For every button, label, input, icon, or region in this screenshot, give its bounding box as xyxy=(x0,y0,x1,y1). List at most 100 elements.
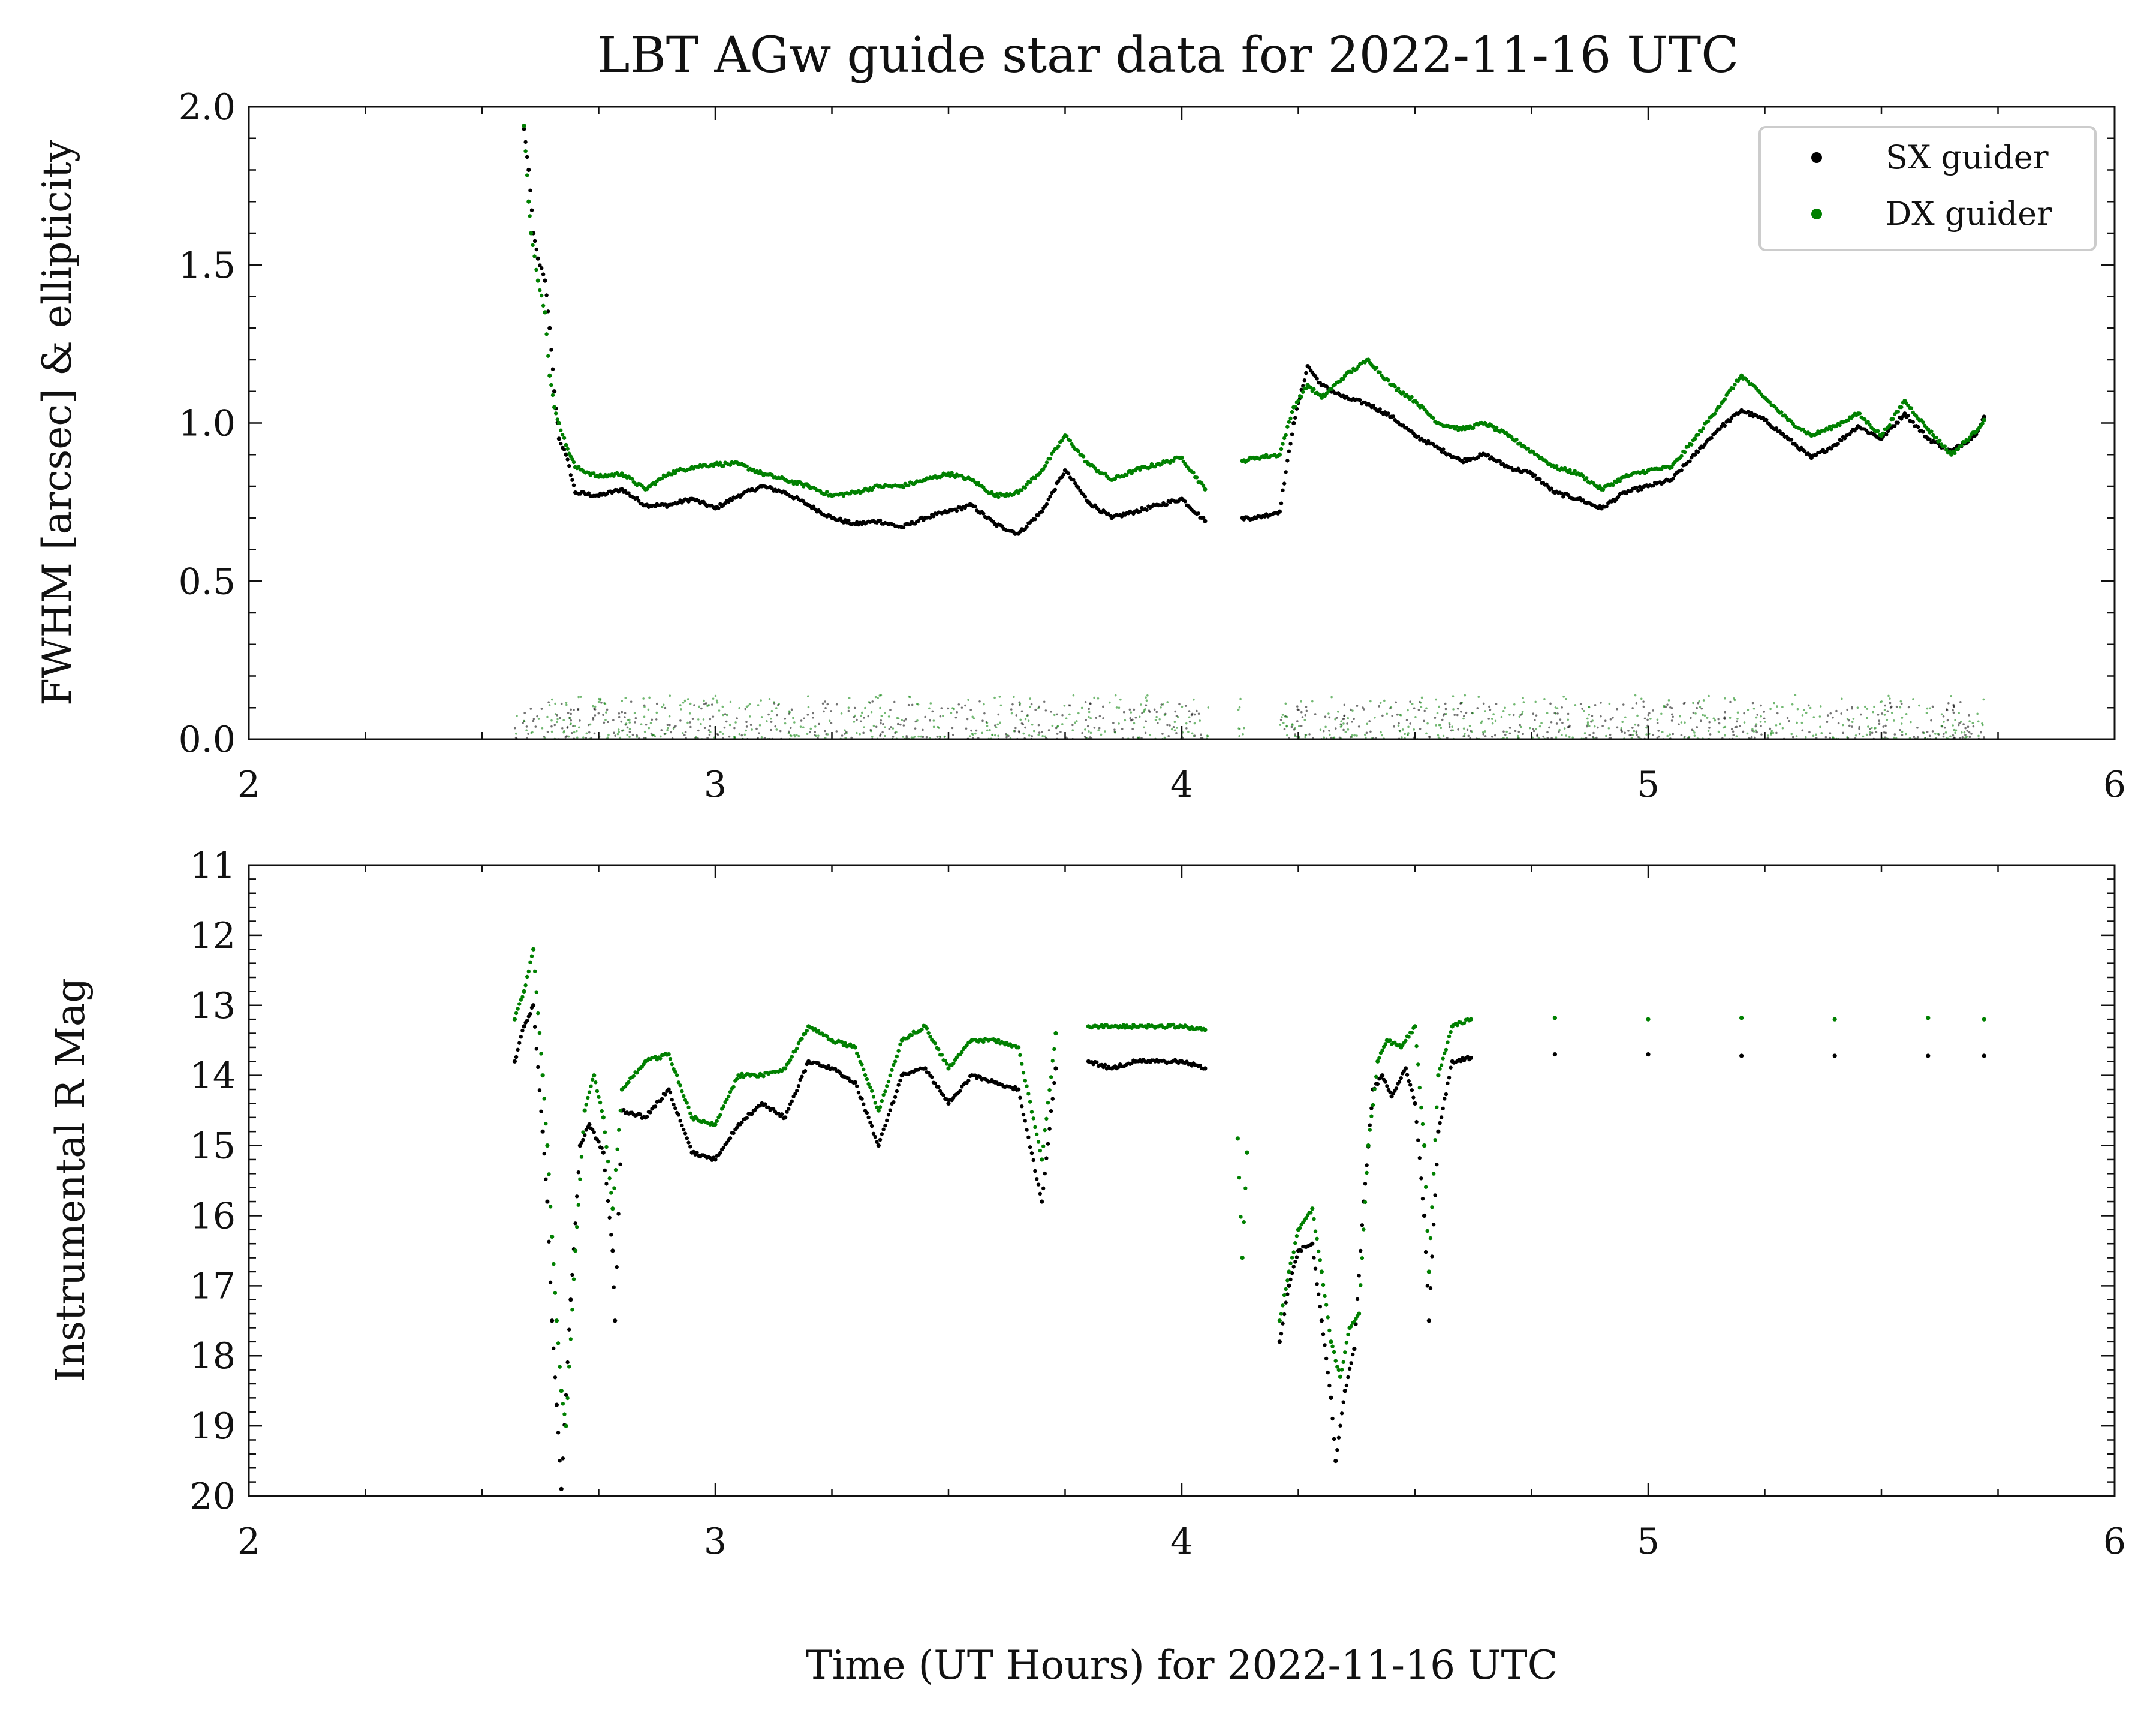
fwhm-ellipticity-point xyxy=(1588,734,1591,736)
magnitude-point xyxy=(1053,1031,1058,1036)
fwhm-point xyxy=(1366,357,1371,362)
fwhm-ellipticity-point xyxy=(1556,707,1559,709)
magnitude-point xyxy=(920,1027,924,1032)
fwhm-ellipticity-point xyxy=(1648,712,1651,715)
fwhm-ellipticity-point xyxy=(1567,718,1570,721)
magnitude-point xyxy=(1347,1366,1352,1371)
fwhm-point xyxy=(538,263,542,267)
fwhm-ellipticity-point xyxy=(1592,731,1595,734)
fwhm-ellipticity-point xyxy=(1563,727,1566,730)
fwhm-ellipticity-point xyxy=(618,731,620,733)
fwhm-ellipticity-point xyxy=(1732,730,1735,733)
fwhm-ellipticity-point xyxy=(844,733,846,735)
fwhm-ellipticity-point xyxy=(1438,705,1440,708)
magnitude-point xyxy=(1033,1169,1037,1173)
fwhm-ellipticity-point xyxy=(818,722,820,725)
fwhm-ellipticity-point xyxy=(1899,700,1902,703)
fwhm-point xyxy=(552,405,557,410)
fwhm-ellipticity-point xyxy=(570,712,573,715)
fwhm-ellipticity-point xyxy=(1957,724,1960,727)
fwhm-ellipticity-point xyxy=(1671,713,1673,716)
fwhm-ellipticity-point xyxy=(884,712,886,715)
fwhm-ellipticity-point xyxy=(1019,718,1022,721)
fwhm-ellipticity-point xyxy=(856,731,858,734)
fwhm-ellipticity-point xyxy=(1193,698,1195,701)
fwhm-ellipticity-point xyxy=(693,704,695,706)
magnitude-point xyxy=(1018,1095,1022,1100)
fwhm-ellipticity-point xyxy=(856,718,858,721)
fwhm-ellipticity-point xyxy=(1723,718,1726,720)
fwhm-ellipticity-point xyxy=(1436,712,1439,714)
fwhm-ellipticity-point xyxy=(560,702,563,705)
magnitude-point xyxy=(691,1149,696,1154)
magnitude-point xyxy=(1394,1086,1399,1091)
fwhm-ellipticity-point xyxy=(1097,697,1100,700)
fwhm-ellipticity-point xyxy=(1088,711,1091,714)
fwhm-ellipticity-point xyxy=(709,731,712,734)
magnitude-point xyxy=(520,995,525,999)
fwhm-point xyxy=(1061,472,1065,477)
legend-marker-dx xyxy=(1811,209,1822,219)
fwhm-ellipticity-point xyxy=(745,725,748,728)
fwhm-ellipticity-point xyxy=(1491,722,1494,725)
fwhm-ellipticity-point xyxy=(1484,735,1487,737)
fwhm-ellipticity-point xyxy=(1030,703,1033,706)
fwhm-ellipticity-point xyxy=(1342,722,1345,725)
fwhm-ellipticity-point xyxy=(1930,719,1932,722)
fwhm-ellipticity-point xyxy=(1952,703,1955,706)
fwhm-ellipticity-point xyxy=(1905,712,1908,715)
fwhm-ellipticity-point xyxy=(1776,705,1778,708)
fwhm-ellipticity-point xyxy=(1549,702,1552,705)
magnitude-point xyxy=(691,1118,696,1122)
fwhm-ellipticity-point xyxy=(1172,726,1175,728)
fwhm-ellipticity-point xyxy=(647,708,650,711)
fwhm-ellipticity-point xyxy=(1381,714,1384,717)
fwhm-point xyxy=(1076,486,1080,490)
magnitude-point xyxy=(1235,1136,1240,1141)
fwhm-point xyxy=(1876,429,1880,433)
fwhm-ellipticity-point xyxy=(1534,719,1536,721)
magnitude-point xyxy=(1324,1356,1329,1361)
fwhm-ellipticity-point xyxy=(1724,711,1727,714)
fwhm-ytick-label: 2.0 xyxy=(179,86,236,128)
magnitude-point xyxy=(613,1318,618,1323)
magnitude-point xyxy=(1447,1034,1452,1038)
magnitude-point xyxy=(1329,1395,1333,1400)
fwhm-ellipticity-point xyxy=(944,735,946,738)
fwhm-ellipticity-point xyxy=(1484,710,1486,712)
fwhm-point xyxy=(995,492,999,496)
fwhm-ellipticity-point xyxy=(850,736,853,739)
magnitude-point xyxy=(839,1040,844,1044)
magnitude-point xyxy=(554,1402,559,1407)
fwhm-ellipticity-point xyxy=(1947,702,1950,705)
fwhm-point xyxy=(1868,423,1872,427)
fwhm-point xyxy=(721,463,726,468)
fwhm-ellipticity-point xyxy=(826,703,829,706)
fwhm-point xyxy=(931,514,936,519)
magnitude-point xyxy=(519,1035,523,1039)
magnitude-point xyxy=(680,1089,684,1094)
magnitude-point xyxy=(869,1089,874,1093)
magnitude-point xyxy=(1349,1324,1353,1329)
fwhm-ellipticity-point xyxy=(1622,703,1625,706)
magnitude-point xyxy=(582,1133,587,1137)
fwhm-ellipticity-point xyxy=(1595,736,1598,739)
fwhm-point xyxy=(1119,514,1124,519)
fwhm-ellipticity-point xyxy=(1707,730,1710,733)
magnitude-point xyxy=(1044,1156,1049,1160)
magnitude-point xyxy=(1366,1143,1371,1148)
fwhm-ellipticity-point xyxy=(1931,705,1934,708)
fwhm-point xyxy=(1461,460,1465,465)
fwhm-ellipticity-point xyxy=(710,703,713,706)
fwhm-ellipticity-point xyxy=(1608,702,1611,705)
magnitude-point xyxy=(604,1182,609,1186)
fwhm-ellipticity-point xyxy=(1637,724,1640,727)
fwhm-ellipticity-point xyxy=(1143,726,1145,729)
fwhm-ellipticity-point xyxy=(880,722,882,725)
magnitude-point xyxy=(1031,1158,1035,1163)
fwhm-point xyxy=(1928,437,1932,442)
fwhm-ellipticity-point xyxy=(1356,734,1358,737)
fwhm-ellipticity-point xyxy=(1746,732,1749,735)
fwhm-ellipticity-point xyxy=(1805,736,1807,739)
fwhm-ellipticity-point xyxy=(1173,729,1176,731)
